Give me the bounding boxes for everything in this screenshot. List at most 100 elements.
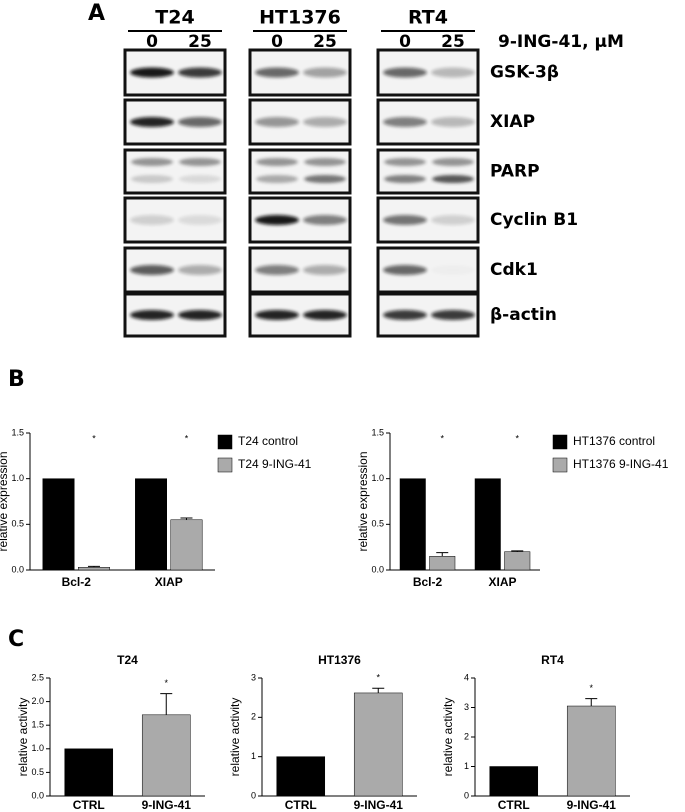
y-tick-label: 0 bbox=[464, 790, 469, 800]
legend-label: T24 control bbox=[238, 434, 298, 448]
cell-line-label: HT1376 bbox=[259, 7, 341, 29]
y-tick-label: 0.0 bbox=[371, 564, 384, 574]
y-tick-label: 0.5 bbox=[31, 767, 44, 777]
blot-band bbox=[383, 265, 427, 275]
blot-band bbox=[178, 67, 222, 78]
y-axis-label: relative activity bbox=[16, 698, 30, 777]
error-bar bbox=[160, 693, 173, 715]
blot-frame bbox=[123, 148, 227, 195]
blot-frame bbox=[248, 148, 352, 195]
y-tick-label: 1.5 bbox=[371, 427, 384, 437]
y-tick-label: 1 bbox=[251, 751, 256, 761]
y-axis-label: relative expression bbox=[356, 451, 370, 551]
blot-band bbox=[178, 310, 222, 320]
blot-band bbox=[256, 158, 298, 166]
panel-label: A bbox=[88, 1, 105, 26]
blot-band bbox=[303, 67, 347, 78]
protein-label: XIAP bbox=[490, 112, 535, 132]
blot-band bbox=[255, 215, 299, 225]
y-tick-label: 0.0 bbox=[11, 564, 24, 574]
treatment-label: 9-ING-41, μM bbox=[498, 32, 624, 52]
blot-band bbox=[303, 215, 347, 225]
legend-label: T24 9-ING-41 bbox=[238, 457, 312, 471]
y-tick-label: 3 bbox=[464, 702, 469, 712]
y-tick-label: 0 bbox=[251, 790, 256, 800]
y-tick-label: 1.0 bbox=[371, 473, 384, 483]
legend-label: HT1376 9-ING-41 bbox=[573, 457, 669, 471]
chart-title: RT4 bbox=[541, 653, 564, 667]
cell-line-label: T24 bbox=[155, 7, 194, 29]
y-tick-label: 0.5 bbox=[371, 519, 384, 529]
error-bar bbox=[511, 550, 524, 552]
y-tick-label: 0.0 bbox=[31, 790, 44, 800]
blot-band bbox=[130, 117, 174, 127]
x-tick-label: Bcl-2 bbox=[413, 575, 443, 589]
blot-band bbox=[384, 158, 426, 166]
error-bar bbox=[180, 517, 193, 520]
significance-label: * bbox=[164, 678, 168, 688]
dose-label: 0 bbox=[146, 32, 158, 52]
cell-line-label: RT4 bbox=[408, 7, 448, 29]
blot-band bbox=[303, 265, 347, 275]
bar bbox=[489, 766, 539, 797]
chart-title: HT1376 bbox=[318, 653, 361, 667]
blot-band bbox=[383, 117, 427, 127]
x-tick-label: CTRL bbox=[73, 798, 105, 812]
bar bbox=[504, 551, 531, 571]
y-tick-label: 2 bbox=[464, 731, 469, 741]
legend-swatch bbox=[552, 434, 568, 450]
error-bar bbox=[585, 698, 598, 707]
blot-band bbox=[304, 158, 346, 166]
dose-label: 0 bbox=[271, 32, 283, 52]
y-tick-label: 1.5 bbox=[11, 427, 24, 437]
blot-frame bbox=[376, 148, 480, 195]
bar bbox=[474, 478, 501, 571]
panel-label: B bbox=[8, 367, 25, 392]
blot-band bbox=[131, 175, 173, 183]
significance-label: * bbox=[376, 673, 380, 683]
blot-band bbox=[179, 175, 221, 183]
dose-label: 0 bbox=[399, 32, 411, 52]
bar bbox=[429, 556, 456, 571]
blot-band bbox=[179, 158, 221, 166]
protein-label: GSK-3β bbox=[490, 63, 559, 83]
blot-band bbox=[431, 215, 475, 225]
legend-swatch bbox=[217, 457, 233, 473]
chart-title: T24 bbox=[117, 653, 138, 667]
x-tick-label: XIAP bbox=[488, 575, 516, 589]
y-tick-label: 3 bbox=[251, 672, 256, 682]
x-tick-label: 9-ING-41 bbox=[142, 798, 192, 812]
y-axis-label: relative activity bbox=[228, 698, 242, 777]
blot-band bbox=[131, 158, 173, 166]
bar bbox=[42, 478, 75, 571]
x-tick-label: CTRL bbox=[498, 798, 530, 812]
blot-band bbox=[178, 117, 222, 127]
bar bbox=[141, 714, 191, 797]
blot-band bbox=[130, 310, 174, 320]
x-tick-label: 9-ING-41 bbox=[354, 798, 404, 812]
blot-band bbox=[255, 117, 299, 127]
y-axis-label: relative activity bbox=[441, 698, 455, 777]
error-bar bbox=[372, 687, 385, 693]
blot-band bbox=[255, 310, 299, 320]
error-bar bbox=[436, 552, 449, 557]
y-tick-label: 0.5 bbox=[11, 519, 24, 529]
significance-label: * bbox=[440, 433, 444, 443]
legend-swatch bbox=[217, 434, 233, 450]
bar bbox=[170, 519, 203, 571]
blot-band bbox=[432, 175, 474, 183]
bar bbox=[566, 705, 616, 797]
x-tick-label: Bcl-2 bbox=[62, 575, 92, 589]
blot-band bbox=[431, 67, 475, 78]
panel-label: C bbox=[8, 627, 24, 652]
bar bbox=[353, 692, 403, 797]
significance-label: * bbox=[185, 433, 189, 443]
blot-band bbox=[255, 265, 299, 275]
blot-band bbox=[431, 265, 475, 275]
y-tick-label: 2.0 bbox=[31, 696, 44, 706]
y-tick-label: 4 bbox=[464, 672, 469, 682]
dose-label: 25 bbox=[313, 32, 337, 52]
significance-label: * bbox=[92, 433, 96, 443]
blot-band bbox=[383, 67, 427, 78]
blot-band bbox=[384, 175, 426, 183]
